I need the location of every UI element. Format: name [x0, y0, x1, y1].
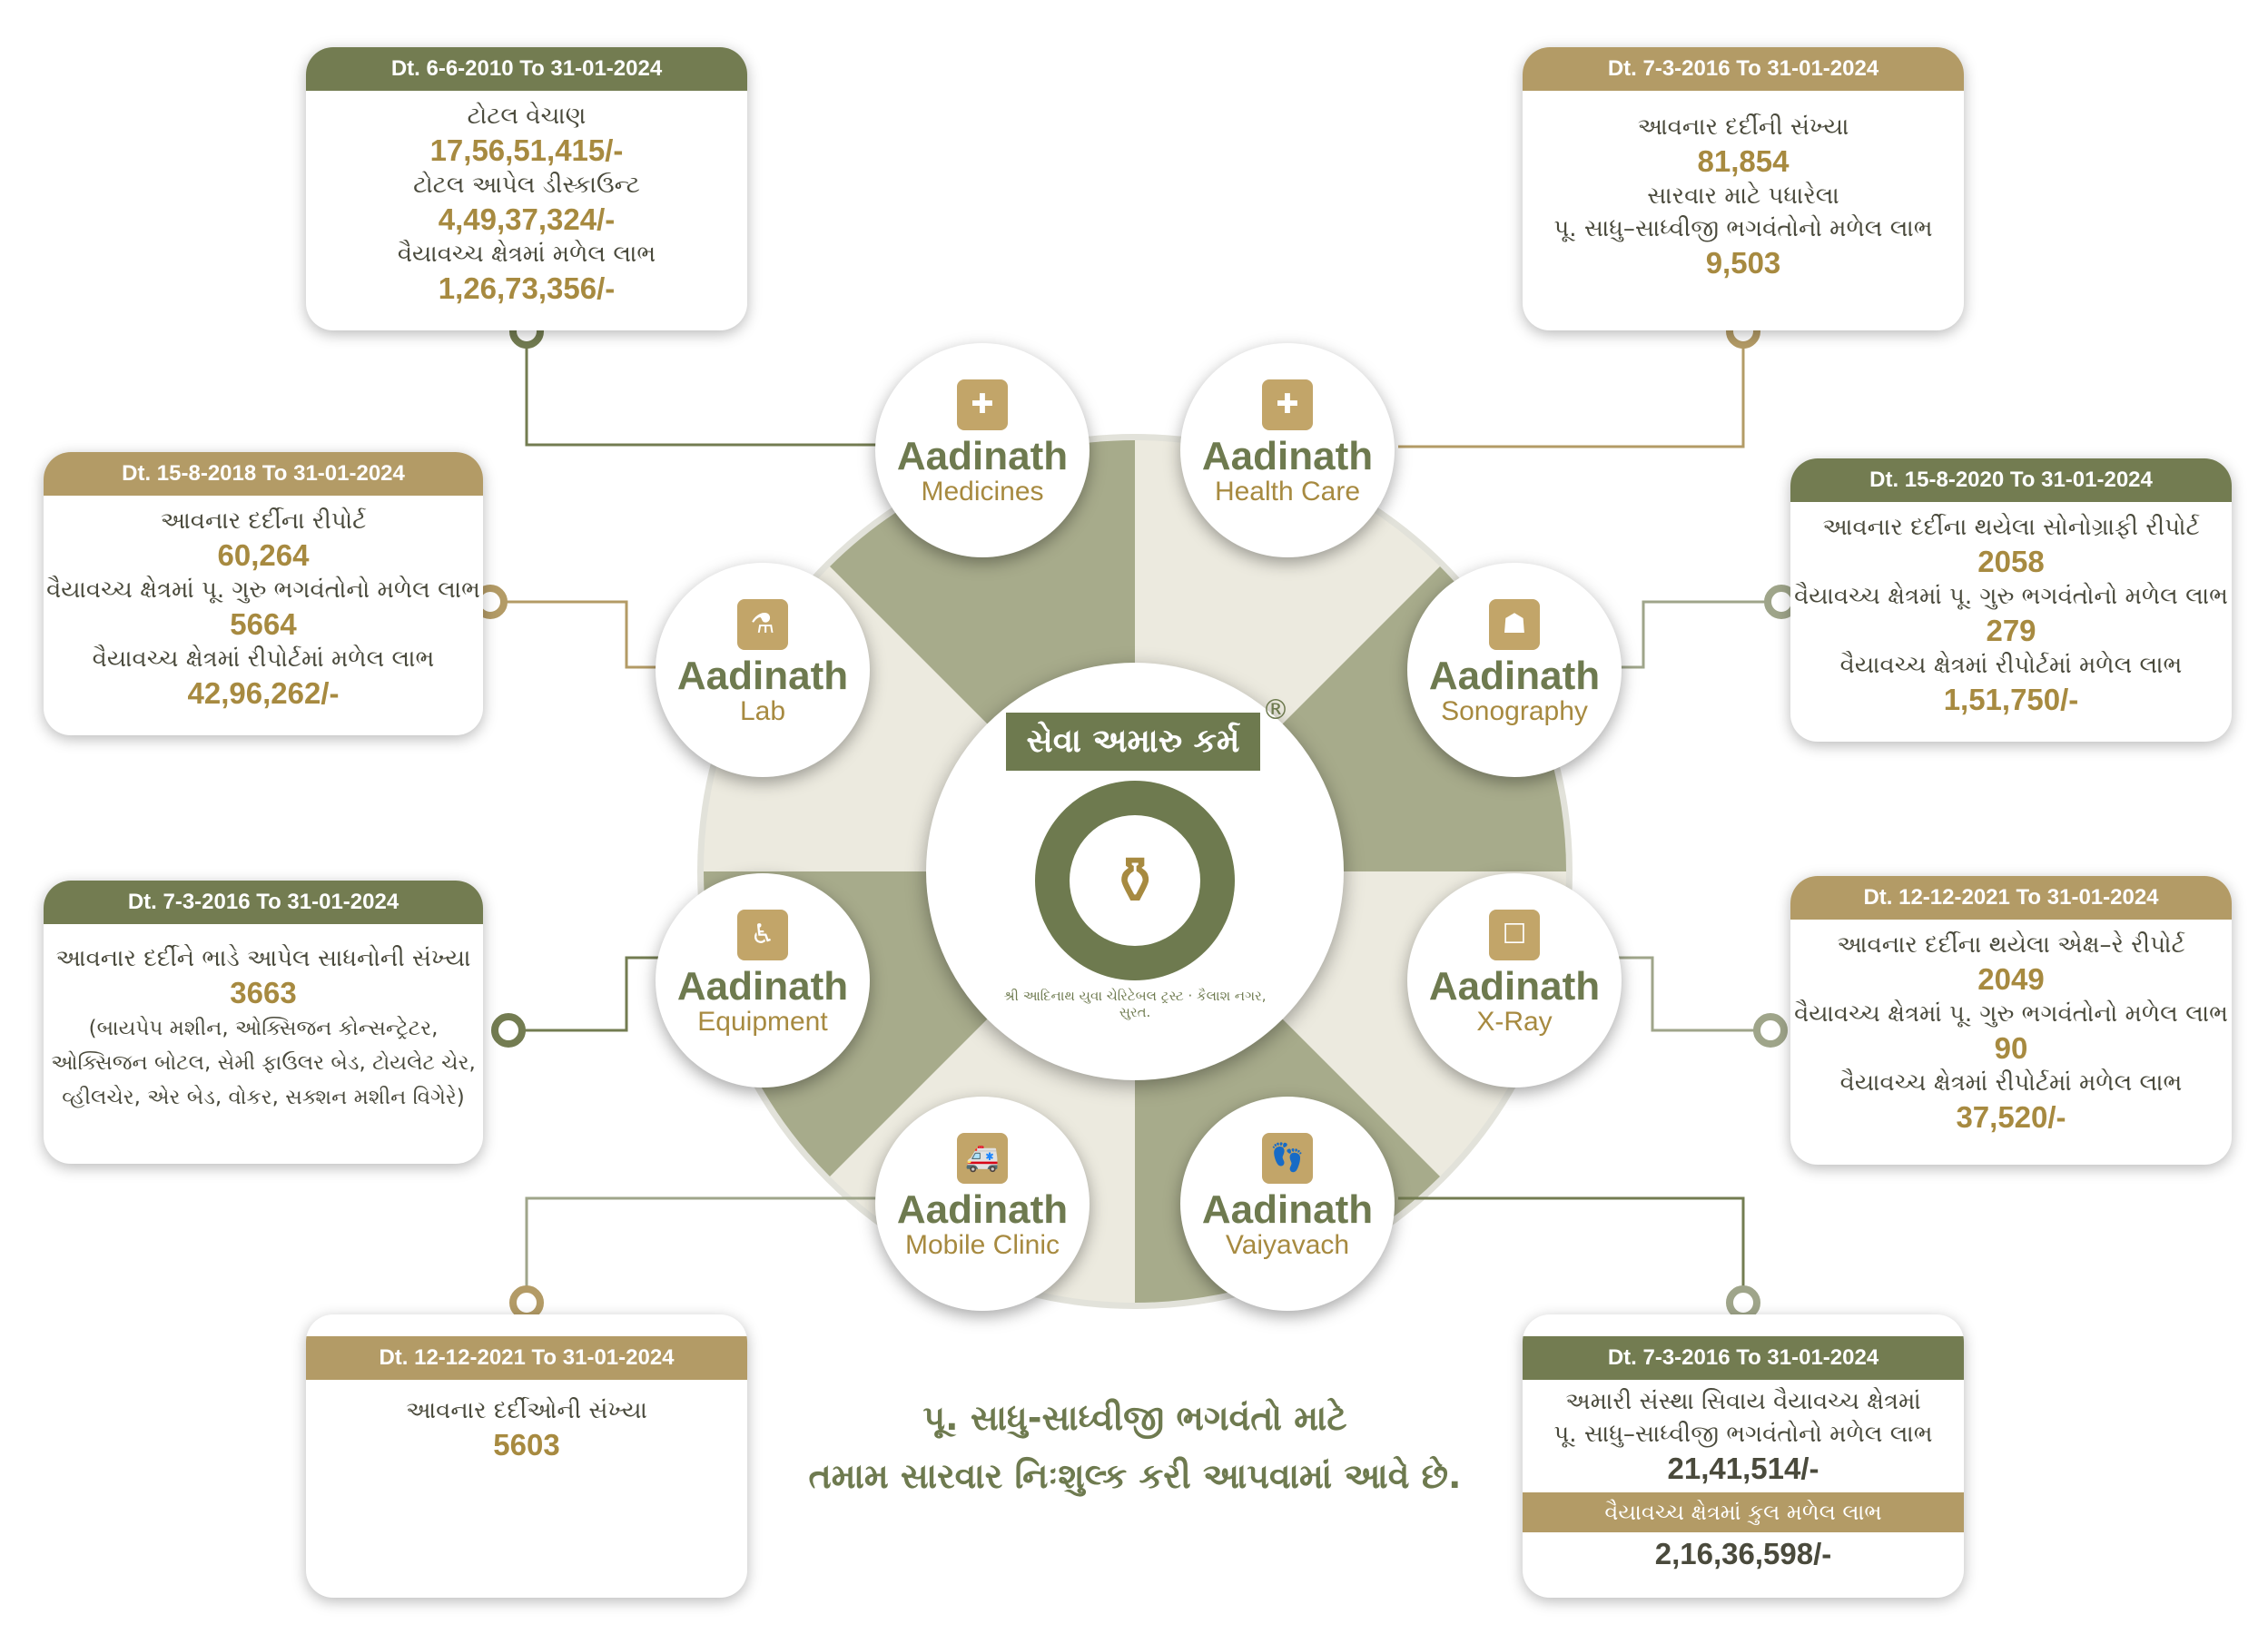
- card-label: આવનાર દર્દીના રીપોર્ટ: [160, 507, 367, 535]
- service-medicines[interactable]: ✚ Aadinath Medicines: [875, 343, 1090, 557]
- card-label: આવનાર દર્દીઓની સંખ્યા: [406, 1397, 647, 1424]
- card-health-care: Dt. 7-3-2016 To 31-01-2024 આવનાર દર્દીની…: [1523, 47, 1964, 330]
- card-date: Dt. 12-12-2021 To 31-01-2024: [1790, 876, 2232, 920]
- card-value: 1,26,73,356/-: [438, 271, 616, 305]
- card-label: આવનાર દર્દીના થયેલા એક્ષ–રે રીપોર્ટ: [1837, 931, 2185, 959]
- card-date: Dt. 6-6-2010 To 31-01-2024: [306, 47, 747, 91]
- emblem-text: શ્રી આદિનાથ યુવા ચેરિટેબલ ટ્રસ્ટ · કૈલાશ…: [1003, 988, 1267, 1020]
- service-name: Aadinath: [896, 1187, 1069, 1232]
- card-label: ટોટલ આપેલ ડીસ્કાઉન્ટ: [413, 172, 640, 199]
- footprints-icon: 👣: [1262, 1133, 1313, 1184]
- footer-line: તમામ સારવાર નિઃશુલ્ક કરી આપવામાં આવે છે.: [808, 1456, 1462, 1496]
- medicine-cross-icon: ✚: [957, 379, 1008, 430]
- card-equipment: Dt. 7-3-2016 To 31-01-2024 આવનાર દર્દીને…: [44, 881, 483, 1164]
- connector-dot: [1753, 1013, 1788, 1048]
- ultrasound-icon: ☗: [1489, 599, 1540, 650]
- card-label: વૈયાવચ્ચ ક્ષેત્રમાં મળેલ લાભ: [397, 241, 656, 268]
- card-value: 5664: [230, 607, 297, 641]
- flask-icon: ⚗: [737, 599, 788, 650]
- registered-mark: ®: [1262, 694, 1289, 726]
- card-note: (બાયપેપ મશીન, ઓક્સિજન કોન્સન્ટ્રેટર,: [88, 1017, 439, 1040]
- card-label: વૈયાવચ્ચ ક્ષેત્રમાં પૂ. ગુરુ ભગવંતોનો મળ…: [46, 576, 480, 604]
- service-name: Aadinath: [676, 964, 849, 1009]
- service-sub: Mobile Clinic: [904, 1230, 1060, 1260]
- card-date: Dt. 15-8-2018 To 31-01-2024: [44, 452, 483, 496]
- card-label: પૂ. સાધુ–સાધ્વીજી ભગવંતોનો મળેલ લાભ: [1553, 1421, 1933, 1448]
- card-subheader: વૈયાવચ્ચ ક્ષેત્રમાં કુલ મળેલ લાભ: [1523, 1492, 1964, 1532]
- card-label: વૈયાવચ્ચ ક્ષેત્રમાં પૂ. ગુરુ ભગવંતોનો મળ…: [1794, 583, 2228, 610]
- card-date: Dt. 7-3-2016 To 31-01-2024: [1523, 47, 1964, 91]
- card-xray: Dt. 12-12-2021 To 31-01-2024 આવનાર દર્દી…: [1790, 876, 2232, 1165]
- card-note: વ્હીલચેર, એર બેડ, વોકર, સક્શન મશીન વિગેર…: [62, 1086, 465, 1109]
- service-sub: Medicines: [921, 477, 1044, 507]
- service-name: Aadinath: [676, 654, 849, 698]
- service-name: Aadinath: [896, 434, 1069, 478]
- service-xray[interactable]: ☐ Aadinath X-Ray: [1407, 873, 1622, 1088]
- card-value: 17,56,51,415/-: [429, 133, 624, 167]
- service-health-care[interactable]: ✚ Aadinath Health Care: [1180, 343, 1395, 557]
- card-value: 42,96,262/-: [187, 676, 340, 710]
- service-name: Aadinath: [1201, 434, 1374, 478]
- card-vaiyavach: Dt. 7-3-2016 To 31-01-2024 અમારી સંસ્થા …: [1523, 1314, 1964, 1598]
- card-value: 2,16,36,598/-: [1654, 1537, 1832, 1570]
- card-value: 3663: [230, 976, 297, 1009]
- leaf-cross-icon: ✚: [1262, 379, 1313, 430]
- card-label: વૈયાવચ્ચ ક્ષેત્રમાં રીપોર્ટમાં મળેલ લાભ: [1839, 652, 2183, 679]
- card-label: આવનાર દર્દીની સંખ્યા: [1637, 113, 1849, 141]
- card-note: ઓક્સિજન બોટલ, સેમી ફાઉલર બેડ, ટોયલેટ ચેર…: [51, 1051, 476, 1075]
- card-value: 9,503: [1705, 246, 1781, 280]
- card-value: 2058: [1977, 545, 2045, 578]
- service-vaiyavach[interactable]: 👣 Aadinath Vaiyavach: [1180, 1097, 1395, 1311]
- service-sub: Equipment: [697, 1007, 828, 1037]
- card-label: આવનાર દર્દીના થયેલા સોનોગ્રાફી રીપોર્ટ: [1822, 514, 2200, 541]
- service-name: Aadinath: [1428, 964, 1601, 1009]
- card-mobile-clinic: Dt. 12-12-2021 To 31-01-2024 આવનાર દર્દી…: [306, 1314, 747, 1598]
- service-sub: Vaiyavach: [1225, 1230, 1350, 1260]
- card-value: 37,520/-: [1956, 1100, 2066, 1134]
- emblem-inner: [1070, 815, 1200, 946]
- card-label: વૈયાવચ્ચ ક્ષેત્રમાં રીપોર્ટમાં મળેલ લાભ: [92, 645, 435, 673]
- card-value: 81,854: [1697, 144, 1790, 178]
- card-value: 2049: [1977, 962, 2045, 996]
- card-date: Dt. 15-8-2020 To 31-01-2024: [1790, 458, 2232, 502]
- card-label: સારવાર માટે પધારેલા: [1647, 182, 1839, 210]
- card-date: Dt. 7-3-2016 To 31-01-2024: [44, 881, 483, 924]
- card-date: Dt. 12-12-2021 To 31-01-2024: [306, 1336, 747, 1380]
- card-value: 5603: [493, 1428, 560, 1462]
- xray-icon: ☐: [1489, 910, 1540, 960]
- service-name: Aadinath: [1428, 654, 1601, 698]
- service-sub: X-Ray: [1476, 1007, 1553, 1037]
- service-sub: Lab: [739, 696, 786, 726]
- card-value: 279: [1986, 614, 2036, 647]
- footer-line: પૂ. સાધુ-સાધ્વીજી ભગવંતો માટે: [922, 1398, 1347, 1438]
- card-date: Dt. 7-3-2016 To 31-01-2024: [1523, 1336, 1964, 1380]
- card-label: વૈયાવચ્ચ ક્ષેત્રમાં પૂ. ગુરુ ભગવંતોનો મળ…: [1794, 1000, 2228, 1028]
- kalash-icon: ⚱: [1107, 842, 1163, 919]
- service-sub: Health Care: [1214, 477, 1361, 507]
- service-sub: Sonography: [1441, 696, 1588, 726]
- card-sonography: Dt. 15-8-2020 To 31-01-2024 આવનાર દર્દીન…: [1790, 458, 2232, 742]
- card-label: આવનાર દર્દીને ભાડે આપેલ સાધનોની સંખ્યા: [55, 945, 471, 972]
- card-value: 21,41,514/-: [1667, 1452, 1819, 1485]
- service-mobile-clinic[interactable]: 🚑 Aadinath Mobile Clinic: [875, 1097, 1090, 1311]
- connector-dot: [491, 1013, 526, 1048]
- card-value: 4,49,37,324/-: [438, 202, 616, 236]
- service-sonography[interactable]: ☗ Aadinath Sonography: [1407, 563, 1622, 777]
- wheelchair-icon: ♿: [737, 910, 788, 960]
- card-lab: Dt. 15-8-2018 To 31-01-2024 આવનાર દર્દીન…: [44, 452, 483, 735]
- card-medicines: Dt. 6-6-2010 To 31-01-2024 ટોટલ વેચાણ 17…: [306, 47, 747, 330]
- card-label: અમારી સંસ્થા સિવાય વૈયાવચ્ચ ક્ષેત્રમાં: [1565, 1388, 1921, 1415]
- ambulance-icon: 🚑: [957, 1133, 1008, 1184]
- brand-banner: સેવા અમારુ કર્મ: [1006, 713, 1260, 771]
- service-equipment[interactable]: ♿ Aadinath Equipment: [656, 873, 870, 1088]
- card-value: 90: [1994, 1031, 2028, 1065]
- card-label: પૂ. સાધુ–સાધ્વીજી ભગવંતોનો મળેલ લાભ: [1553, 215, 1933, 242]
- card-value: 1,51,750/-: [1943, 683, 2079, 716]
- card-label: વૈયાવચ્ચ ક્ષેત્રમાં રીપોર્ટમાં મળેલ લાભ: [1839, 1069, 2183, 1097]
- footer-statement: પૂ. સાધુ-સાધ્વીજી ભગવંતો માટે તમામ સારવા…: [772, 1389, 1498, 1505]
- card-label: ટોટલ વેચાણ: [467, 103, 587, 130]
- card-value: 60,264: [217, 538, 310, 572]
- service-name: Aadinath: [1201, 1187, 1374, 1232]
- service-lab[interactable]: ⚗ Aadinath Lab: [656, 563, 870, 777]
